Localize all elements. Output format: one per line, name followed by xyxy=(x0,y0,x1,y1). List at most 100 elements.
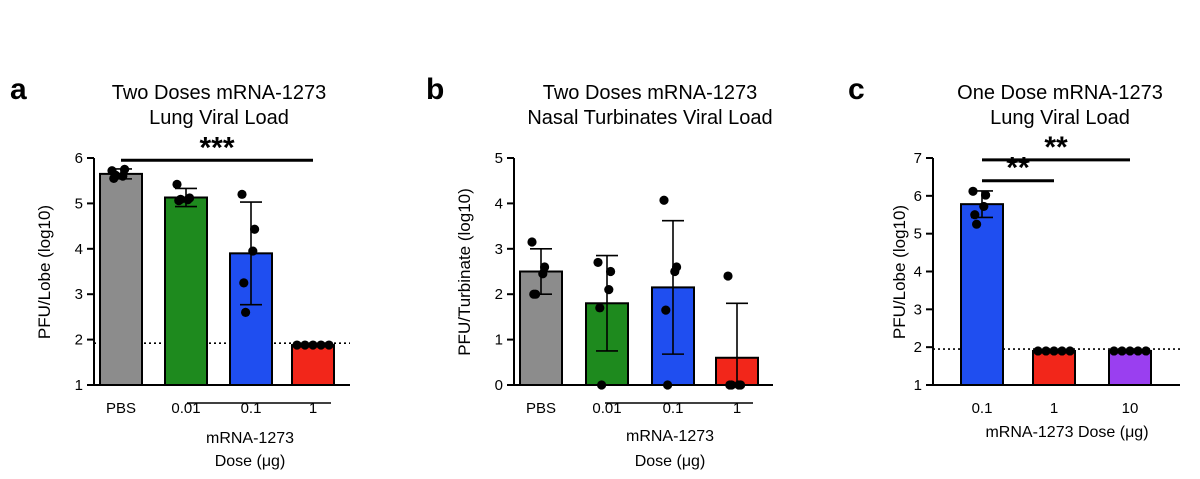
panel-a-data-point xyxy=(248,246,258,256)
panel-a-title-line-1: Two Doses mRNA-1273 xyxy=(112,82,327,104)
panel-b-data-point xyxy=(661,305,671,315)
panel-c-title-line-2: Lung Viral Load xyxy=(990,107,1130,129)
panel-c-data-point xyxy=(1109,346,1119,356)
panel-b-group-label-line-1: mRNA-1273 xyxy=(626,428,714,445)
panel-letter-a: a xyxy=(10,73,27,106)
panel-b-y-axis-label: PFU/Turbinate (log10) xyxy=(455,188,474,356)
panel-b-data-point xyxy=(606,266,616,277)
panel-b-data-point xyxy=(670,266,680,277)
panel-c-data-point xyxy=(981,190,991,200)
panel-b-data-point xyxy=(527,237,537,247)
panel-c-data-point xyxy=(1117,346,1127,356)
panel-a-data-point xyxy=(237,189,247,199)
panel-b-data-point xyxy=(604,285,614,295)
panel-a-bar xyxy=(164,196,208,386)
panel-a-data-point xyxy=(250,224,260,234)
panel-c: c One Dose mRNA-1273 Lung Viral Load PFU… xyxy=(848,73,1180,441)
panel-c-category-label: 0.1 xyxy=(972,400,993,417)
panel-a-group-label-line-2: Dose (μg) xyxy=(215,453,286,470)
panel-b-data-point xyxy=(659,195,669,205)
panel-a-data-point xyxy=(111,170,121,180)
panel-b-category-label: 1 xyxy=(733,400,741,417)
panel-c-data-point xyxy=(1041,346,1051,356)
panel-c-data-point xyxy=(1141,346,1151,356)
panel-a-y-tick-label: 5 xyxy=(75,195,83,212)
panel-a-category-label: 0.1 xyxy=(241,400,262,417)
panel-a-significance-label: *** xyxy=(199,131,234,164)
panel-c-data-point xyxy=(1133,346,1143,356)
panel-c-data-point xyxy=(1057,346,1067,356)
panel-b-y-tick-label: 2 xyxy=(495,286,503,303)
panel-a-y-axis-label: PFU/Lobe (log10) xyxy=(35,205,54,339)
panel-a-y-tick-label: 4 xyxy=(75,241,83,258)
panel-b-data-point xyxy=(531,289,541,299)
panel-a-data-point xyxy=(183,195,193,205)
panel-b-group-label-line-2: Dose (μg) xyxy=(635,453,706,470)
panel-c-data-point xyxy=(1125,346,1135,356)
panel-c-y-axis-label: PFU/Lobe (log10) xyxy=(890,205,909,339)
panel-letter-b: b xyxy=(426,73,444,106)
panel-b-data-point xyxy=(595,303,605,313)
panel-a-category-label: PBS xyxy=(106,400,136,417)
panel-c-data-point xyxy=(1049,346,1059,356)
panel-a-data-point xyxy=(239,278,249,288)
panel-a-y-tick-label: 1 xyxy=(75,377,83,394)
panel-b-y-tick-label: 4 xyxy=(495,195,503,212)
panel-a-bar xyxy=(99,172,143,386)
panel-a-y-tick-label: 2 xyxy=(75,332,83,349)
panel-a-bar xyxy=(291,344,335,387)
panel-c-data-point xyxy=(972,219,982,229)
panel-c-category-label: 1 xyxy=(1050,400,1058,417)
panel-c-significance-label: ** xyxy=(1044,131,1068,164)
panel-letter-c: c xyxy=(848,73,865,106)
panel-b-category-label: PBS xyxy=(526,400,556,417)
panel-b-data-point xyxy=(597,380,607,390)
panel-b-y-tick-label: 3 xyxy=(495,241,503,258)
panel-a-data-point xyxy=(308,340,318,350)
panel-c-y-tick-label: 7 xyxy=(914,150,922,167)
panel-a-data-point xyxy=(292,340,302,350)
panel-c-y-tick-label: 1 xyxy=(914,377,922,394)
panel-c-data-point xyxy=(970,210,980,220)
panel-a-y-tick-label: 3 xyxy=(75,286,83,303)
panel-a-title-line-2: Lung Viral Load xyxy=(149,107,289,129)
panel-b-title-line-1: Two Doses mRNA-1273 xyxy=(543,82,758,104)
panel-a-category-label: 1 xyxy=(309,400,317,417)
panel-b-category-label: 0.01 xyxy=(592,400,621,417)
panel-a-data-point xyxy=(172,179,182,189)
panel-c-data-point xyxy=(968,186,978,196)
panel-c-significance-label: ** xyxy=(1006,152,1030,185)
panel-a-data-point xyxy=(176,194,186,204)
panel-b-data-point xyxy=(734,380,744,390)
panel-c-data-point xyxy=(1065,346,1075,356)
panel-c-y-tick-label: 4 xyxy=(914,264,922,281)
panel-a-data-point xyxy=(118,171,128,181)
panel-a-y-tick-label: 6 xyxy=(75,150,83,167)
panel-b-data-point xyxy=(727,380,737,390)
panel-c-x-axis-label: mRNA-1273 Dose (μg) xyxy=(985,424,1148,441)
panel-a-category-label: 0.01 xyxy=(171,400,200,417)
panel-b-data-point xyxy=(593,257,603,268)
panel-c-data-point xyxy=(979,201,989,212)
panel-c-data-point xyxy=(1033,346,1043,356)
panel-a-data-point xyxy=(300,340,310,350)
panel-b-title-line-2: Nasal Turbinates Viral Load xyxy=(527,107,772,129)
panel-c-bar xyxy=(960,203,1004,386)
panel-a-data-point xyxy=(316,340,326,350)
panel-b-y-tick-label: 1 xyxy=(495,332,503,349)
panel-c-title-line-1: One Dose mRNA-1273 xyxy=(957,82,1163,104)
panel-c-bar xyxy=(1108,349,1152,387)
panel-b-category-label: 0.1 xyxy=(663,400,684,417)
panel-b-data-point xyxy=(723,271,733,281)
panel-b-y-tick-label: 0 xyxy=(495,377,503,394)
panel-c-y-tick-label: 3 xyxy=(914,301,922,318)
panel-a-group-label-line-1: mRNA-1273 xyxy=(206,430,294,447)
panel-b: b Two Doses mRNA-1273 Nasal Turbinates V… xyxy=(426,73,773,470)
panel-c-y-tick-label: 2 xyxy=(914,339,922,356)
panel-a: a Two Doses mRNA-1273 Lung Viral Load PF… xyxy=(10,73,350,470)
panel-b-data-point xyxy=(663,380,673,390)
panel-c-bar xyxy=(1032,349,1076,387)
panel-a-data-point xyxy=(241,307,251,317)
panel-c-y-tick-label: 6 xyxy=(914,188,922,205)
